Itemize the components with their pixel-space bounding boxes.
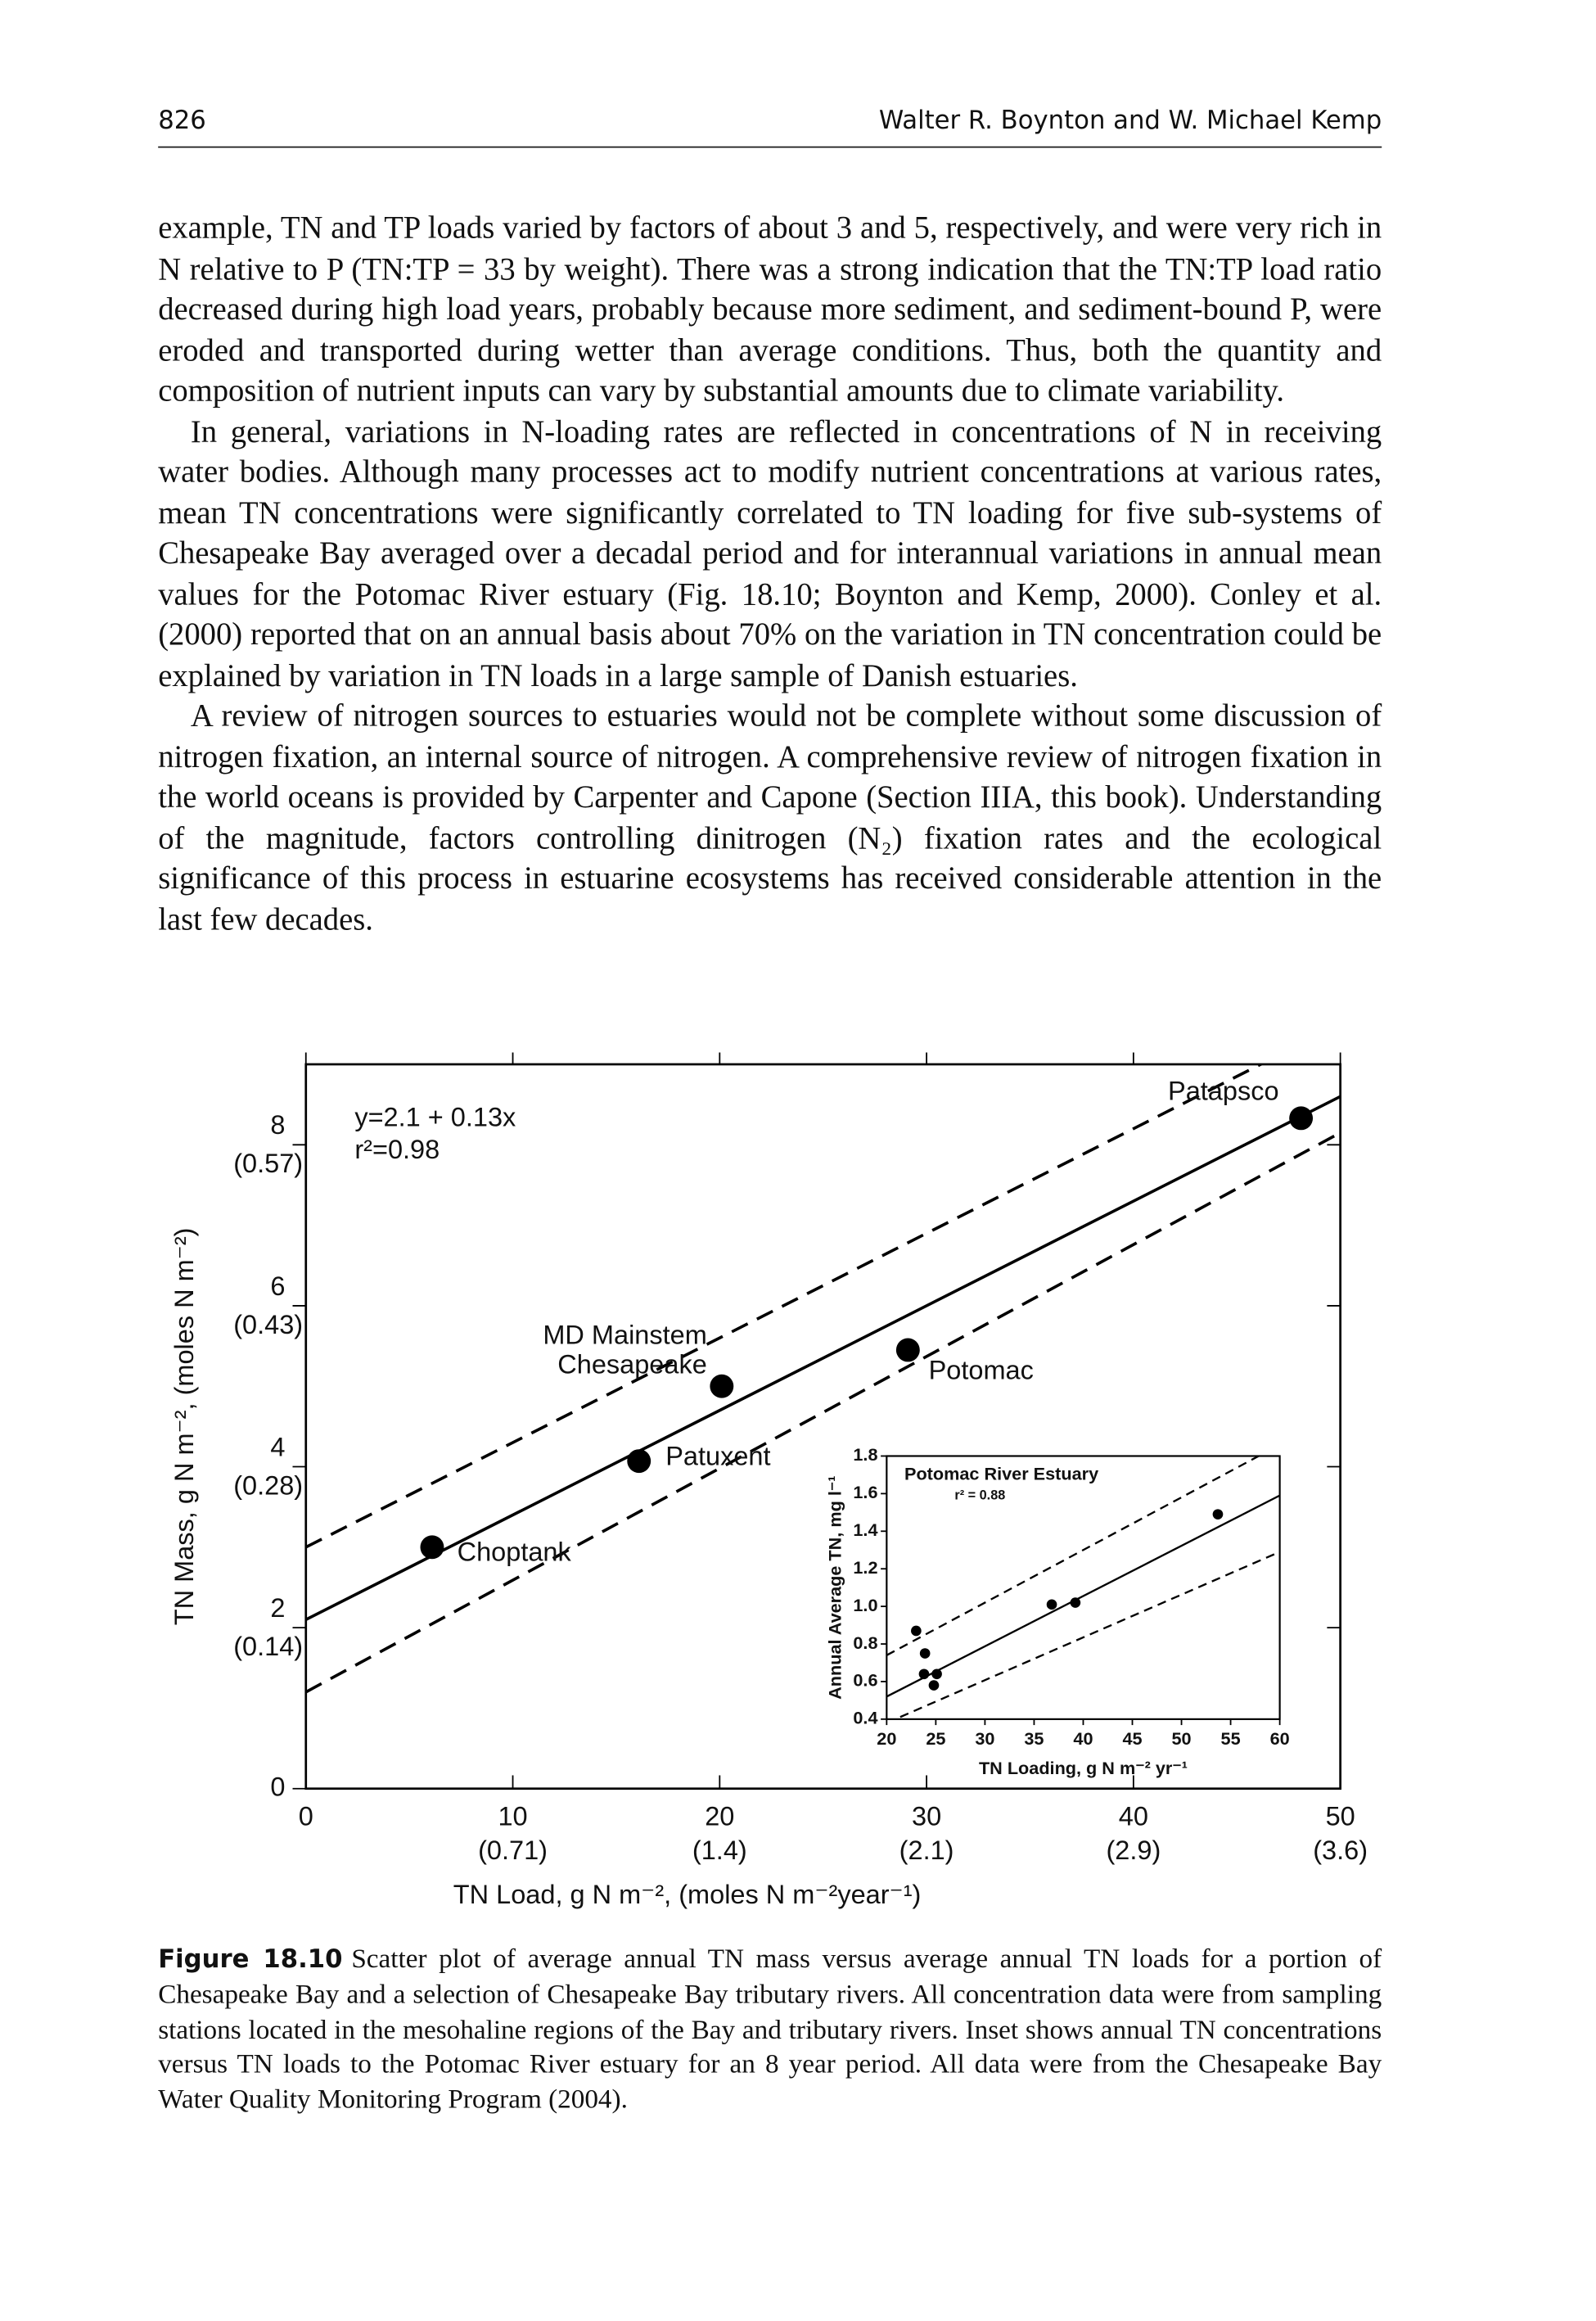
data-point [931, 1669, 942, 1680]
data-point [627, 1449, 651, 1474]
data-point [911, 1625, 922, 1637]
data-point [1212, 1509, 1224, 1519]
x-tick-label: 10 [498, 1801, 527, 1831]
figure-caption: Figure 18.10 Scatter plot of average annu… [158, 1943, 1382, 2117]
regression-line [305, 1095, 1341, 1621]
x-tick-label: 30 [912, 1801, 941, 1831]
confidence-line [892, 1551, 1280, 1719]
x-tick-label: 60 [1270, 1728, 1290, 1749]
x-tick-label: 40 [1119, 1801, 1148, 1831]
body-text: example, TN and TP loads varied by facto… [158, 209, 1382, 941]
paragraph: In general, variations in N-loading rate… [158, 413, 1382, 693]
data-point [1070, 1597, 1081, 1608]
data-point [710, 1374, 734, 1398]
x-tick-label: 35 [1024, 1728, 1044, 1749]
y-tick-sublabel: (0.28) [233, 1470, 303, 1500]
y-tick-label: 0.8 [853, 1632, 877, 1653]
y-tick-label: 1.4 [853, 1519, 877, 1540]
data-point [919, 1648, 931, 1659]
x-axis-label: TN Loading, g N m⁻² yr⁻¹ [979, 1758, 1188, 1778]
x-tick-sublabel: (1.4) [692, 1836, 747, 1865]
x-tick-sublabel: (2.1) [899, 1836, 954, 1865]
x-axis-label: TN Load, g N m⁻², (moles N m⁻²year⁻¹) [453, 1880, 922, 1909]
caption-text: Scatter plot of average annual TN mass v… [158, 1944, 1382, 2114]
x-tick-sublabel: (3.6) [1313, 1836, 1368, 1865]
header-rule [158, 146, 1382, 148]
x-tick-label: 40 [1073, 1728, 1093, 1749]
data-point [420, 1535, 444, 1560]
y-tick-label: 0.6 [853, 1670, 877, 1691]
x-tick-label: 55 [1221, 1728, 1241, 1749]
y-tick-sublabel: (0.43) [233, 1310, 303, 1339]
confidence-line [305, 1064, 1265, 1549]
data-point [1046, 1599, 1057, 1610]
point-label: MD Mainstem Chesapeake [543, 1319, 707, 1380]
x-tick-label: 45 [1122, 1728, 1142, 1749]
plot-frame [304, 1063, 1341, 1790]
y-tick-label: 1.0 [853, 1595, 877, 1615]
data-point [895, 1338, 920, 1362]
y-tick-label: 6 [270, 1271, 285, 1301]
x-tick-sublabel: (2.9) [1106, 1836, 1161, 1865]
annotation: y=2.1 + 0.13x [354, 1102, 516, 1131]
data-point [918, 1669, 930, 1680]
inset-chart: 0.4 0.6 0.8 1.0 1.2 1.4 1.6 1.8 20 25 30 35 40 45 50 55… [825, 1444, 1290, 1778]
x-tick-label: 50 [1326, 1801, 1355, 1831]
y-tick-label: 0 [270, 1772, 285, 1801]
regression-line [886, 1494, 1280, 1698]
y-tick-label: 0.4 [853, 1708, 877, 1728]
point-label: Patapsco [1168, 1077, 1279, 1107]
x-tick-label: 30 [975, 1728, 994, 1749]
point-label: Choptank [457, 1537, 571, 1567]
data-point [1289, 1106, 1314, 1131]
y-tick-label: 2 [270, 1593, 285, 1623]
caption-label: Figure 18.10 [158, 1945, 343, 1976]
fit-lines [305, 1064, 1341, 1694]
y-tick-label: 1.2 [853, 1557, 877, 1578]
y-axis-label: Annual Average TN, mg l⁻¹ [825, 1475, 845, 1699]
page-number: 826 [158, 106, 206, 137]
paragraph: example, TN and TP loads varied by facto… [158, 210, 1382, 409]
inset-background [886, 1456, 1280, 1719]
x-tick-label: 25 [926, 1728, 945, 1749]
x-tick-sublabel: (0.71) [478, 1836, 548, 1865]
y-tick-label: 4 [270, 1432, 285, 1461]
inset-title: Potomac River Estuary [904, 1464, 1098, 1484]
y-tick-label: 8 [270, 1110, 285, 1140]
x-tick-label: 20 [705, 1801, 734, 1831]
annotation: r² = 0.88 [954, 1488, 1005, 1503]
data-point [928, 1680, 940, 1691]
main-chart: 0 2 (0.14) 4 (0.28) 6 (0.43) 8 (0.57) 0 10 (0.71) 20… [169, 1052, 1368, 1909]
y-tick-label: 1.8 [853, 1444, 877, 1465]
x-tick-label: 0 [299, 1801, 313, 1831]
x-tick-label: 20 [877, 1728, 896, 1749]
annotation: r²=0.98 [354, 1135, 440, 1164]
point-label: Patuxent [665, 1442, 771, 1472]
y-axis-label: TN Mass, g N m⁻², (moles N m⁻²) [169, 1228, 199, 1626]
y-tick-sublabel: (0.57) [233, 1149, 303, 1178]
y-tick-label: 1.6 [853, 1482, 877, 1502]
paragraph: A review of nitrogen sources to estuarie… [158, 698, 1382, 937]
y-tick-sublabel: (0.14) [233, 1632, 303, 1661]
fit-lines [886, 1456, 1280, 1719]
confidence-line [886, 1456, 1261, 1656]
running-head: Walter R. Boynton and W. Michael Kemp [878, 106, 1382, 137]
point-label: Potomac [928, 1356, 1034, 1386]
x-tick-label: 50 [1171, 1728, 1191, 1749]
